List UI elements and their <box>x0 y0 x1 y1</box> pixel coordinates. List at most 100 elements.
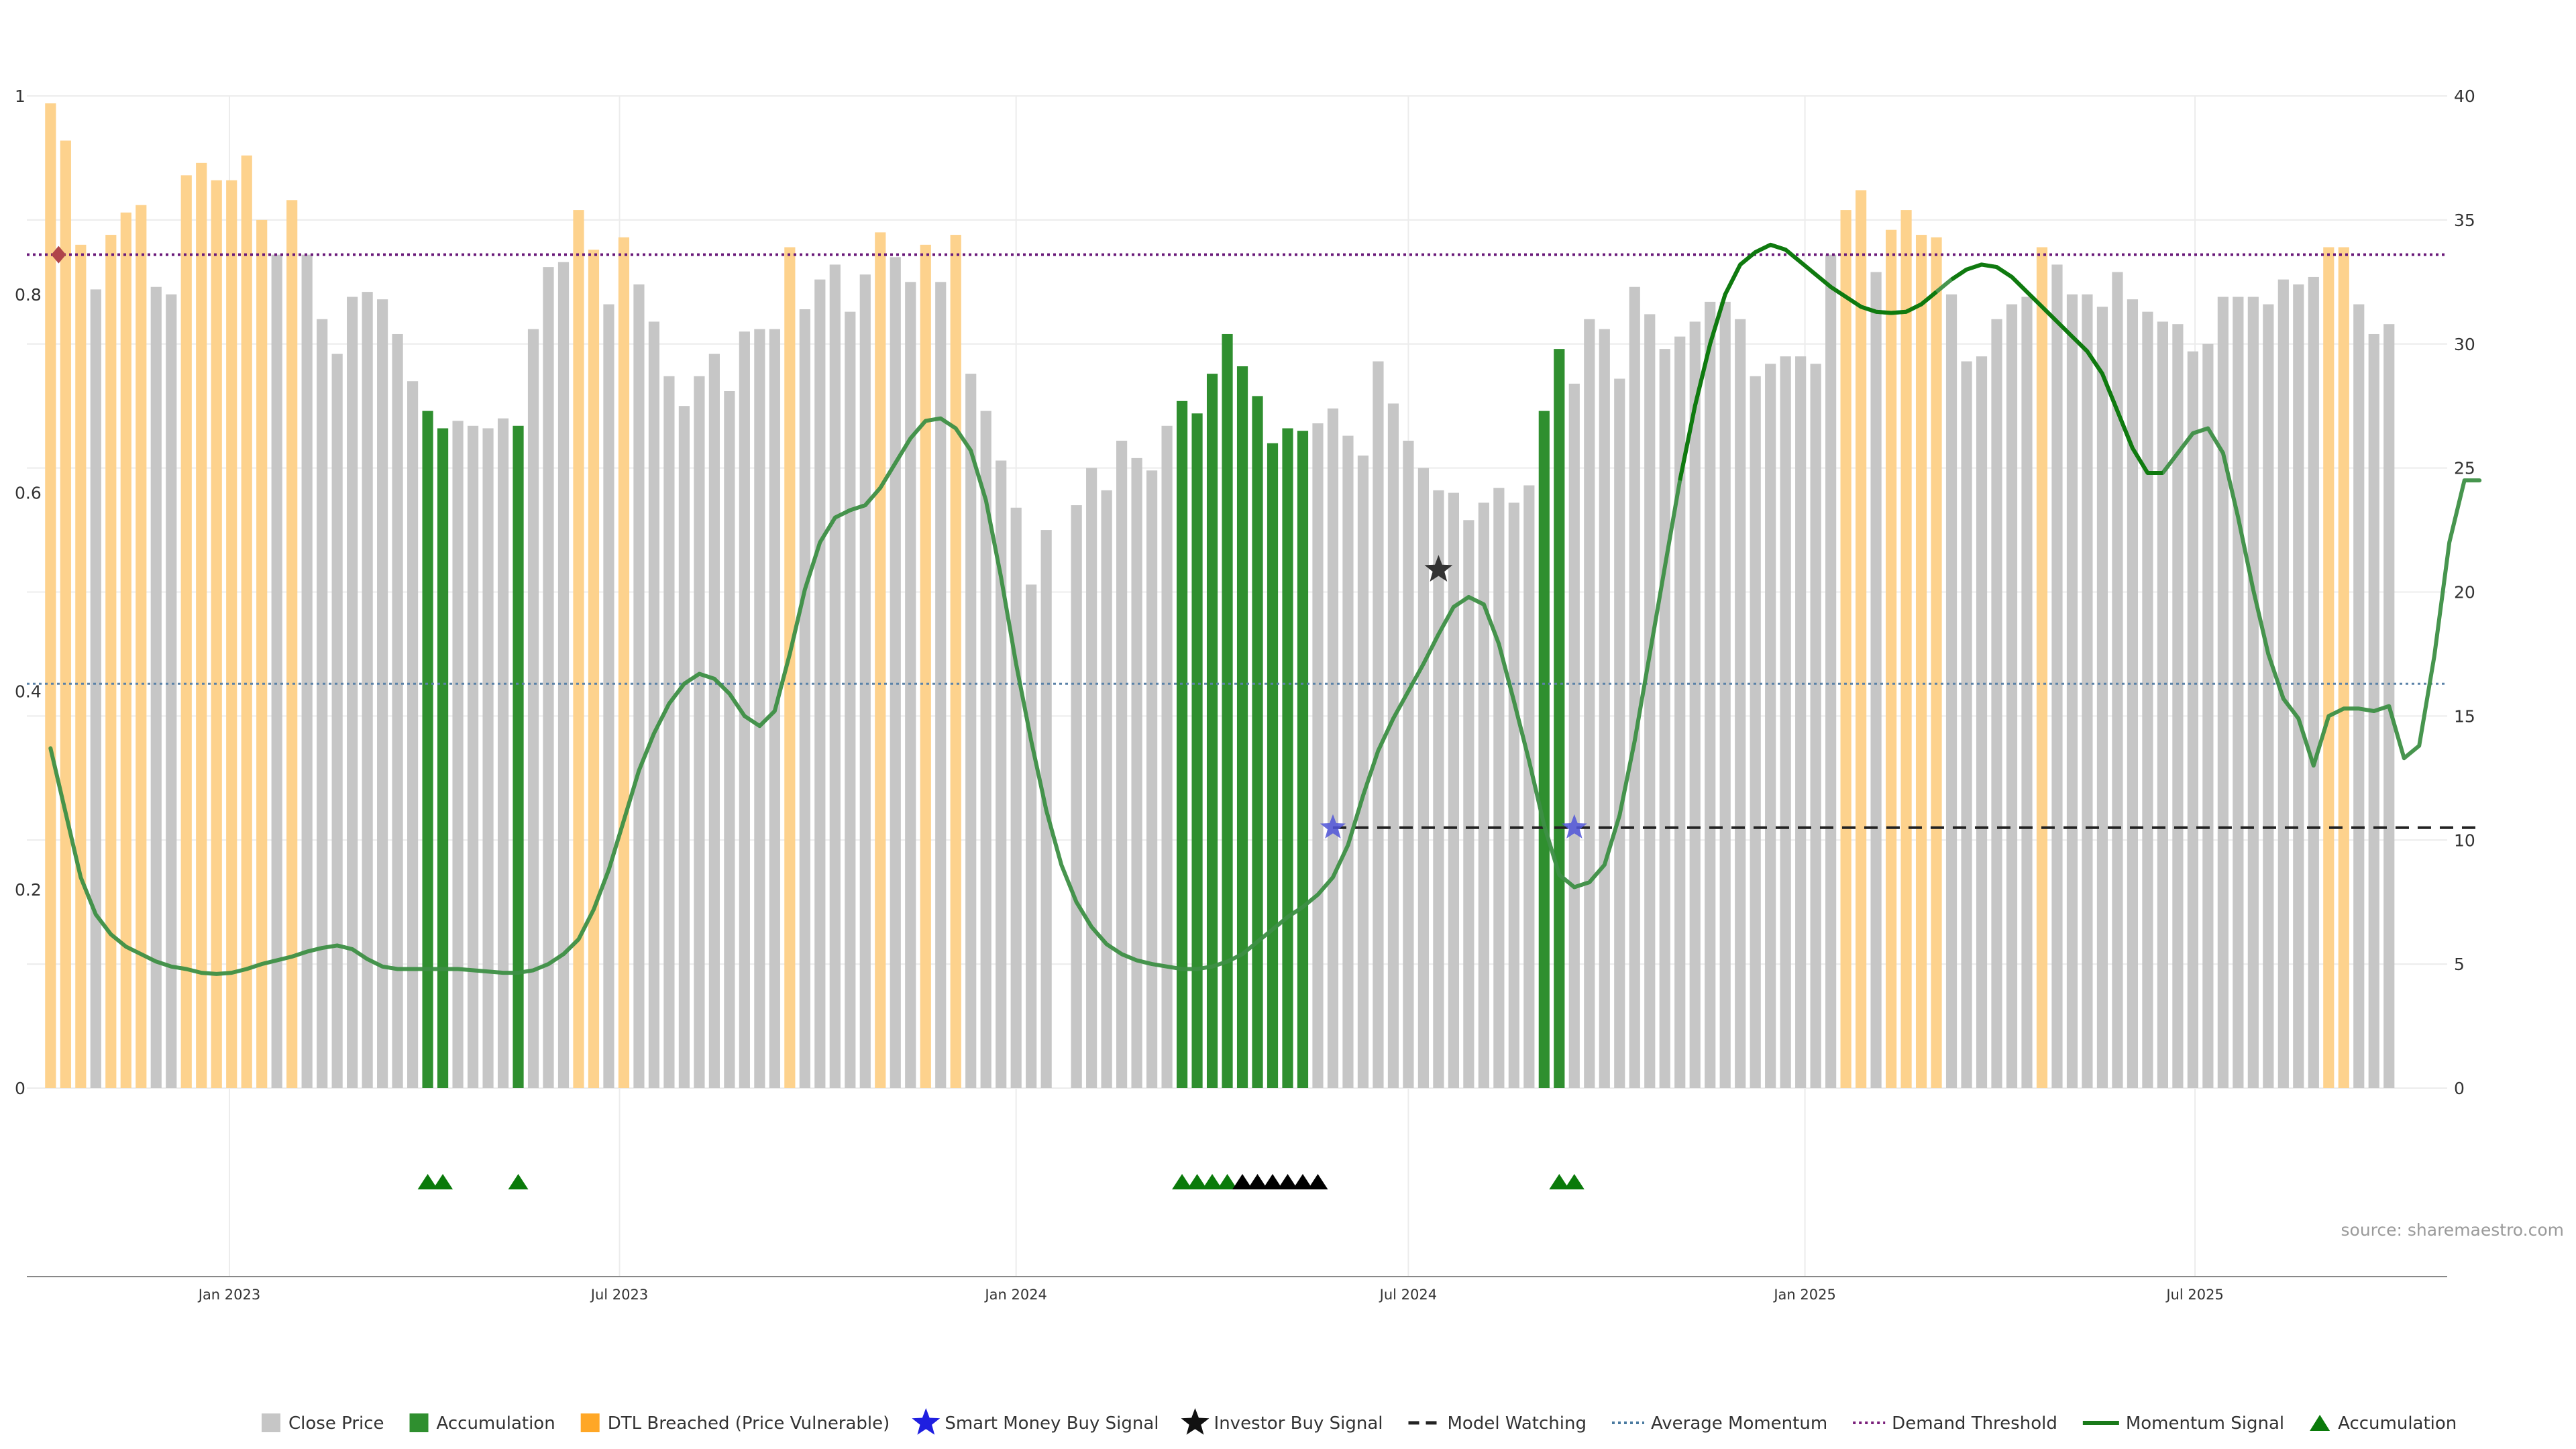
legend-star <box>912 1408 941 1435</box>
accumulation-triangle <box>1307 1174 1328 1189</box>
bar-close <box>1116 440 1128 1088</box>
bar-close <box>377 299 388 1088</box>
bar-close <box>2096 307 2108 1089</box>
accumulation-triangle <box>417 1174 438 1189</box>
bar-dtl <box>1900 210 1912 1089</box>
left-tick-label: 0.8 <box>15 285 42 305</box>
x-tick-label: Jul 2023 <box>590 1287 648 1303</box>
right-tick-label: 40 <box>2454 87 2475 106</box>
accumulation-triangle <box>1202 1174 1223 1189</box>
bar-close <box>996 460 1007 1088</box>
legend-label: Investor Buy Signal <box>1214 1413 1383 1434</box>
investor-star <box>1424 555 1453 582</box>
bar-acc <box>1282 428 1293 1088</box>
accumulation-triangle <box>1263 1174 1283 1189</box>
accumulation-triangle <box>1564 1174 1585 1189</box>
accumulation-triangle <box>1247 1174 1268 1189</box>
bar-close <box>1825 254 1837 1088</box>
bar-dtl <box>136 205 147 1089</box>
bar-close <box>331 354 343 1088</box>
bar-close <box>1674 336 1686 1089</box>
bar-close <box>1961 361 1972 1088</box>
left-tick-label: 0 <box>15 1079 25 1098</box>
bar-close <box>1101 490 1112 1088</box>
legend-swatch <box>262 1413 280 1432</box>
x-tick-label: Jan 2024 <box>983 1287 1047 1303</box>
legend-label: Model Watching <box>1448 1413 1587 1434</box>
bar-close <box>1387 403 1399 1088</box>
bar-close <box>1161 425 1173 1088</box>
bar-dtl <box>75 244 87 1089</box>
x-tick-label: Jan 2023 <box>197 1287 261 1303</box>
bar-close <box>1614 378 1625 1088</box>
bar-acc <box>1267 443 1279 1088</box>
bar-close <box>754 329 765 1089</box>
bar-dtl <box>45 103 56 1088</box>
bar-close <box>1795 356 1807 1088</box>
bar-acc <box>1538 411 1550 1088</box>
bar-close <box>1026 584 1037 1088</box>
bar-close <box>2187 351 2198 1088</box>
smart-money-star <box>1320 814 1346 839</box>
legend-swatch <box>409 1413 429 1432</box>
right-tick-label: 10 <box>2454 830 2475 850</box>
bar-close <box>2308 276 2319 1089</box>
bar-dtl <box>1915 235 1927 1088</box>
bar-close <box>2202 343 2214 1088</box>
left-tick-label: 1 <box>15 87 25 106</box>
bar-close <box>1689 321 1701 1088</box>
bar-close <box>1810 364 1821 1088</box>
bar-close <box>965 374 977 1088</box>
legend: Close Price Accumulation DTL Breached (Pri… <box>262 1408 2457 1435</box>
bar-close <box>1735 319 1746 1088</box>
bar-close <box>2293 284 2304 1088</box>
bar-close <box>2142 311 2153 1088</box>
bar-close <box>1357 455 1369 1088</box>
bar-close <box>1870 272 1882 1089</box>
bar-close <box>1659 349 1670 1088</box>
bar-close <box>482 428 494 1088</box>
bar-close <box>935 282 947 1088</box>
accumulation-triangle <box>1187 1174 1208 1189</box>
bar-close <box>2172 324 2184 1088</box>
bar-close <box>497 418 509 1088</box>
bar-close <box>1417 468 1430 1088</box>
bar-dtl <box>256 219 268 1088</box>
bar-close <box>527 329 539 1089</box>
bar-dtl <box>2338 247 2349 1088</box>
bar-close <box>845 311 856 1088</box>
bar-close <box>708 354 720 1088</box>
bar-close <box>407 381 419 1088</box>
accumulation-strip <box>417 1174 1585 1189</box>
bar-close <box>452 421 464 1088</box>
bar-close <box>1327 408 1339 1088</box>
bar-close <box>301 254 313 1088</box>
bar-acc <box>1554 349 1565 1088</box>
bar-close <box>1312 423 1324 1088</box>
legend-label: Momentum Signal <box>2126 1413 2284 1434</box>
right-tick-label: 0 <box>2454 1079 2465 1098</box>
bar-close <box>392 333 403 1089</box>
bar-dtl <box>241 155 252 1089</box>
bar-close <box>2247 297 2259 1088</box>
legend-label: DTL Breached (Price Vulnerable) <box>608 1413 890 1434</box>
bar-dtl <box>950 235 961 1088</box>
bar-dtl <box>1856 190 1867 1088</box>
bar-close <box>1599 329 1610 1089</box>
bar-close <box>633 284 645 1088</box>
bar-close <box>1750 376 1761 1088</box>
legend-label: Average Momentum <box>1651 1413 1827 1434</box>
bar-acc <box>1222 333 1233 1089</box>
bar-close <box>1523 485 1535 1088</box>
bar-close <box>2263 304 2274 1089</box>
accumulation-triangle <box>508 1174 529 1189</box>
bar-dtl <box>180 175 192 1088</box>
price-bars <box>45 103 2395 1089</box>
bar-close <box>1010 507 1022 1088</box>
bar-close <box>2082 294 2093 1088</box>
bar-close <box>678 406 690 1088</box>
bar-close <box>1131 458 1142 1088</box>
bar-acc <box>1297 431 1309 1088</box>
bar-close <box>543 267 554 1089</box>
bar-close <box>2353 304 2365 1089</box>
